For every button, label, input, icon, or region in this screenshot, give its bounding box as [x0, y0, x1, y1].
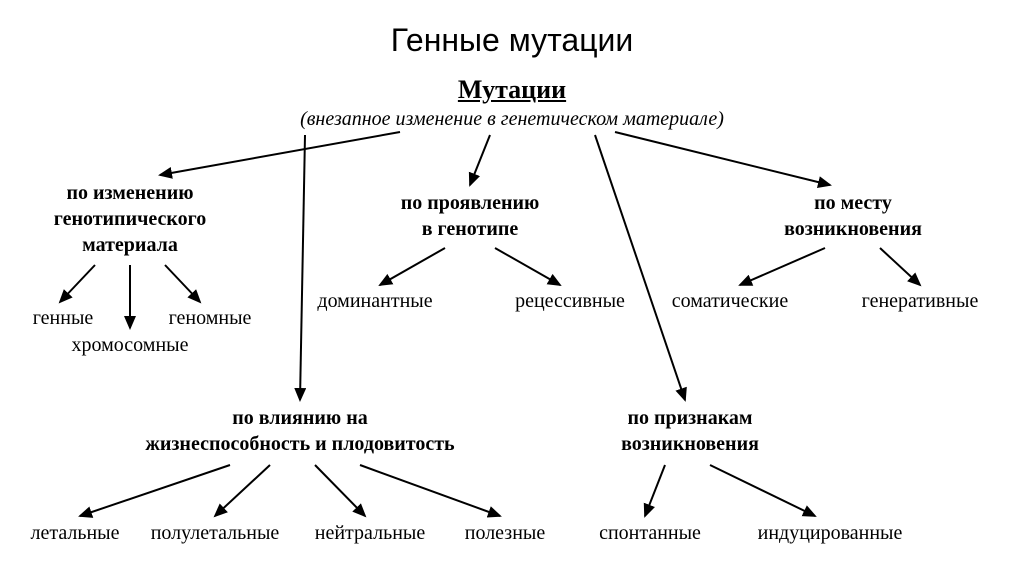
criterion-expression: по проявлению в генотипе	[370, 190, 570, 242]
leaf-chromosome: хромосомные	[55, 332, 205, 358]
leaf-genome: геномные	[155, 305, 265, 331]
criterion-line: по влиянию на	[120, 405, 480, 431]
criterion-location: по месту возникновения	[758, 190, 948, 242]
leaf-generative: генеративные	[840, 288, 1000, 314]
criterion-line: в генотипе	[370, 216, 570, 242]
criterion-line: материала	[20, 232, 240, 258]
leaf-neutral: нейтральные	[295, 520, 445, 546]
diagram-subtitle: (внезапное изменение в генетическом мате…	[0, 108, 1024, 131]
leaf-somatic: соматические	[650, 288, 810, 314]
criterion-genotype-change: по изменению генотипического материала	[20, 180, 240, 258]
leaf-lethal: летальные	[10, 520, 140, 546]
leaf-useful: полезные	[440, 520, 570, 546]
leaf-gene: генные	[18, 305, 108, 331]
diagram-root: Мутации	[0, 75, 1024, 105]
criterion-line: по проявлению	[370, 190, 570, 216]
page-title: Генные мутации	[0, 22, 1024, 59]
criterion-line: возникновения	[575, 431, 805, 457]
leaf-semilethal: полулетальные	[130, 520, 300, 546]
leaf-dominant: доминантные	[300, 288, 450, 314]
criterion-line: возникновения	[758, 216, 948, 242]
criterion-line: жизнеспособность и плодовитость	[120, 431, 480, 457]
leaf-spontaneous: спонтанные	[575, 520, 725, 546]
criterion-viability: по влиянию на жизнеспособность и плодови…	[120, 405, 480, 457]
criterion-line: по изменению	[20, 180, 240, 206]
criterion-line: по признакам	[575, 405, 805, 431]
criterion-line: генотипического	[20, 206, 240, 232]
leaf-recessive: рецессивные	[495, 288, 645, 314]
criterion-line: по месту	[758, 190, 948, 216]
criterion-origin: по признакам возникновения	[575, 405, 805, 457]
leaf-induced: индуцированные	[730, 520, 930, 546]
